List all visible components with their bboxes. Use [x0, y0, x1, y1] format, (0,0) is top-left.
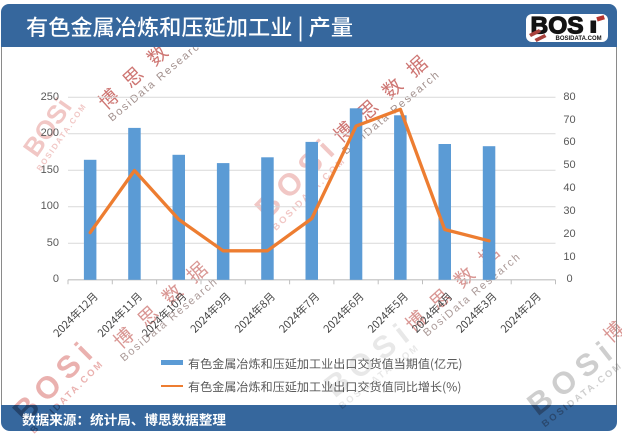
svg-text:BOSIDATA.COM: BOSIDATA.COM	[556, 36, 602, 42]
svg-text:BOSIDATA.COM: BOSIDATA.COM	[337, 405, 422, 412]
svg-text:BOS: BOS	[531, 14, 584, 40]
